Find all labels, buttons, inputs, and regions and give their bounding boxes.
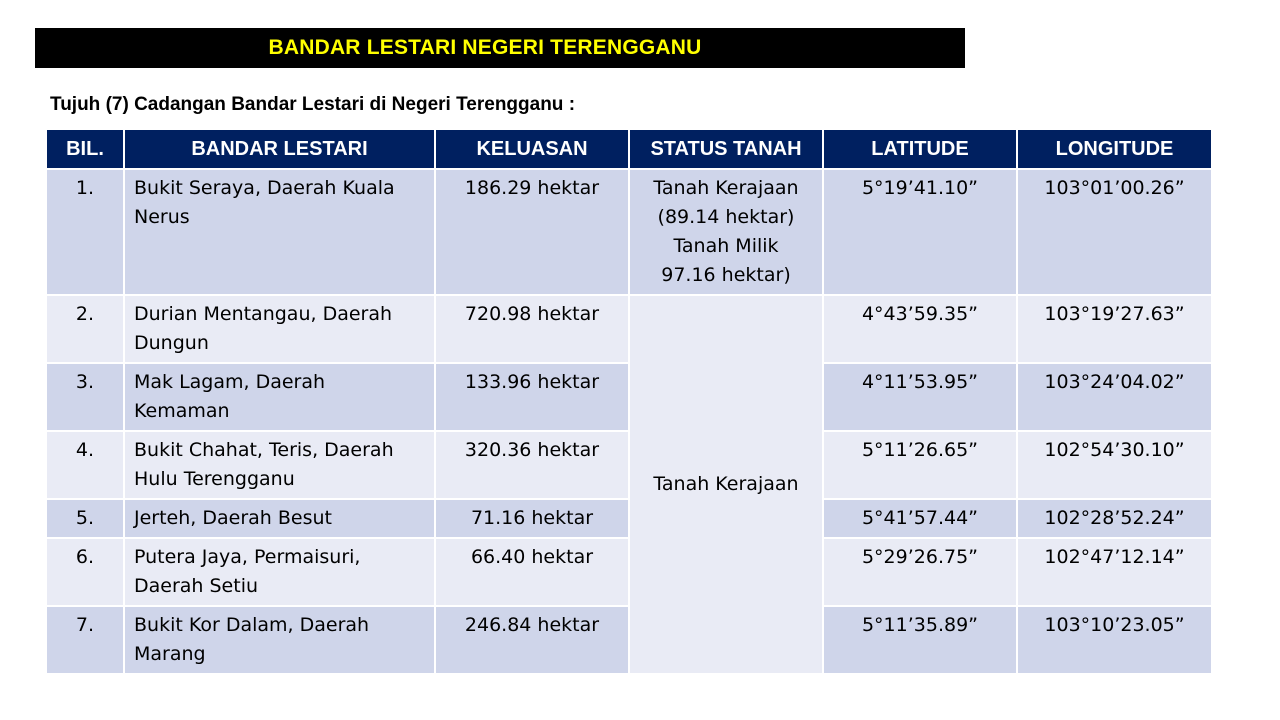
cell-area: 133.96 hektar (435, 363, 630, 432)
cell-bil: 1. (47, 169, 125, 296)
cell-latitude: 5°11’35.89” (823, 606, 1018, 675)
cell-area: 720.98 hektar (435, 295, 630, 364)
title-bar: BANDAR LESTARI NEGERI TERENGGANU (35, 28, 965, 68)
header-bil: BIL. (47, 130, 125, 170)
cell-longitude: 103°24’04.02” (1017, 363, 1213, 432)
cell-name: Jerteh, Daerah Besut (124, 499, 436, 539)
table-row: 3. Mak Lagam, Daerah Kemaman 133.96 hekt… (47, 363, 1213, 432)
header-longitude: LONGITUDE (1017, 130, 1213, 170)
cell-latitude: 5°11’26.65” (823, 431, 1018, 500)
header-latitude: LATITUDE (823, 130, 1018, 170)
cell-longitude: 102°28’52.24” (1017, 499, 1213, 539)
cell-latitude: 5°19’41.10” (823, 169, 1018, 296)
cell-longitude: 103°19’27.63” (1017, 295, 1213, 364)
cell-longitude: 102°47’12.14” (1017, 538, 1213, 607)
header-bandar-lestari: BANDAR LESTARI (124, 130, 436, 170)
cell-latitude: 4°43’59.35” (823, 295, 1018, 364)
cell-longitude: 103°01’00.26” (1017, 169, 1213, 296)
cell-latitude: 4°11’53.95” (823, 363, 1018, 432)
cell-bil: 3. (47, 363, 125, 432)
cell-status-merged: Tanah Kerajaan (629, 295, 824, 675)
cell-area: 246.84 hektar (435, 606, 630, 675)
cell-latitude: 5°41’57.44” (823, 499, 1018, 539)
table-row: 5. Jerteh, Daerah Besut 71.16 hektar 5°4… (47, 499, 1213, 539)
table-row: 2. Durian Mentangau, Daerah Dungun 720.9… (47, 295, 1213, 675)
table-header-row: BIL. BANDAR LESTARI KELUASAN STATUS TANA… (47, 130, 1213, 170)
table-row: 7. Bukit Kor Dalam, Daerah Marang 246.84… (47, 606, 1213, 675)
header-status-tanah: STATUS TANAH (629, 130, 824, 170)
cell-bil: 2. (47, 295, 125, 364)
header-keluasan: KELUASAN (435, 130, 630, 170)
cell-longitude: 103°10’23.05” (1017, 606, 1213, 675)
cell-area: 186.29 hektar (435, 169, 630, 296)
subtitle: Tujuh (7) Cadangan Bandar Lestari di Neg… (50, 94, 576, 115)
bandar-lestari-table: BIL. BANDAR LESTARI KELUASAN STATUS TANA… (47, 130, 1213, 675)
cell-name: Durian Mentangau, Daerah Dungun (124, 295, 436, 364)
cell-latitude: 5°29’26.75” (823, 538, 1018, 607)
cell-name: Putera Jaya, Permaisuri, Daerah Setiu (124, 538, 436, 607)
table-row: 1. Bukit Seraya, Daerah Kuala Nerus 186.… (47, 169, 1213, 296)
cell-name: Mak Lagam, Daerah Kemaman (124, 363, 436, 432)
page-title: BANDAR LESTARI NEGERI TERENGGANU (268, 36, 702, 59)
cell-bil: 7. (47, 606, 125, 675)
cell-name: Bukit Kor Dalam, Daerah Marang (124, 606, 436, 675)
cell-longitude: 102°54’30.10” (1017, 431, 1213, 500)
cell-status: Tanah Kerajaan (89.14 hektar) Tanah Mili… (629, 169, 824, 296)
cell-bil: 5. (47, 499, 125, 539)
cell-area: 71.16 hektar (435, 499, 630, 539)
cell-bil: 4. (47, 431, 125, 500)
table-row: 6. Putera Jaya, Permaisuri, Daerah Setiu… (47, 538, 1213, 607)
cell-bil: 6. (47, 538, 125, 607)
cell-name: Bukit Chahat, Teris, Daerah Hulu Terengg… (124, 431, 436, 500)
table-row: 4. Bukit Chahat, Teris, Daerah Hulu Tere… (47, 431, 1213, 500)
cell-area: 320.36 hektar (435, 431, 630, 500)
cell-area: 66.40 hektar (435, 538, 630, 607)
cell-name: Bukit Seraya, Daerah Kuala Nerus (124, 169, 436, 296)
